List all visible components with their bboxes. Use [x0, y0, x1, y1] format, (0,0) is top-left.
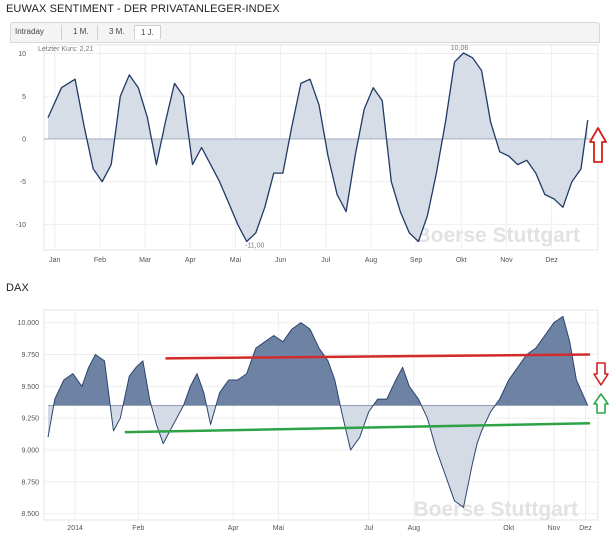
dax-x-tick-label: Feb [132, 525, 144, 532]
dax-line [47, 315, 589, 508]
sentiment-line [47, 52, 589, 243]
last-price-label: Letzter Kurs: 2,21 [38, 46, 93, 53]
tab-1j[interactable]: 1 J. [134, 25, 161, 39]
resistance-line [165, 353, 591, 360]
sentiment-x-tick-label: Nov [500, 257, 513, 264]
sentiment-y-tick-label: -10 [16, 222, 26, 229]
dax-x-tick-label: Nov [548, 525, 561, 532]
tab-intraday[interactable]: Intraday [15, 27, 44, 36]
dax-area-below [48, 405, 588, 508]
dax-area-above [53, 316, 588, 406]
sentiment-x-tick-label: Dez [545, 257, 558, 264]
dax-chart: 2014 Feb Apr Mai Jul Aug Okt Nov Dez 10.000 9.750 9… [18, 309, 599, 532]
sentiment-x-tick-label: Jan [49, 257, 60, 264]
sentiment-y-tick-label: 10 [18, 51, 26, 58]
sentiment-watermark: Boerse Stuttgart [415, 224, 580, 247]
dax-x-tick-label: Okt [503, 525, 514, 532]
sentiment-x-tick-label: Aug [365, 257, 378, 264]
sentiment-x-tick-label: Okt [456, 257, 467, 264]
dax-x-tick-label: Jul [364, 525, 373, 532]
sentiment-x-tick-label: Jul [321, 257, 330, 264]
dax-y-tick-label: 9.000 [21, 448, 39, 455]
min-value-label: -11,00 [245, 242, 264, 249]
dax-x-tick-label: Dez [579, 525, 592, 532]
tab-separator [97, 25, 98, 40]
dax-y-tick-label: 9.250 [21, 416, 39, 423]
dax-x-tick-label: Apr [228, 525, 240, 532]
sentiment-x-tick-label: Feb [94, 257, 106, 264]
tab-3m[interactable]: 3 M. [109, 27, 125, 36]
sentiment-x-tick-label: Mai [230, 257, 242, 264]
dax-y-tick-label: 8.500 [21, 511, 39, 518]
sentiment-y-tick-label: 0 [22, 136, 26, 143]
dax-y-tick-label: 9.500 [21, 384, 39, 391]
sentiment-x-tick-label: Sep [410, 257, 423, 264]
green-up-arrow-icon [593, 393, 609, 414]
sentiment-chart: Jan Feb Mar Apr Mai Jun Jul Aug Sep Okt Nov Dez 10 5 0… [16, 44, 599, 264]
sentiment-x-tick-label: Mar [139, 257, 152, 264]
dax-y-tick-label: 10.000 [18, 320, 40, 327]
red-down-arrow-icon [593, 362, 609, 386]
sentiment-x-tick-label: Jun [275, 257, 286, 264]
tab-separator [61, 25, 62, 40]
support-line [124, 422, 591, 434]
timeframe-tabs: Intraday 1 M. 3 M. 1 J. [10, 22, 600, 43]
dax-y-tick-label: 8.750 [21, 479, 39, 486]
sentiment-x-tick-label: Apr [185, 257, 197, 264]
sentiment-title: EUWAX SENTIMENT - DER PRIVATANLEGER-INDE… [6, 3, 280, 15]
dax-title: DAX [6, 282, 29, 294]
dax-x-tick-label: Aug [408, 525, 421, 532]
dax-y-tick-label: 9.750 [21, 352, 39, 359]
red-up-arrow-icon [589, 127, 607, 163]
dax-watermark: Boerse Stuttgart [413, 498, 578, 521]
sentiment-area [48, 53, 588, 242]
sentiment-y-tick-label: 5 [22, 94, 26, 101]
tab-1m[interactable]: 1 M. [73, 27, 89, 36]
dax-x-tick-label: 2014 [67, 525, 83, 532]
max-value-label: 10,06 [451, 45, 469, 52]
dax-plot-area [43, 309, 599, 521]
dax-x-tick-label: Mai [273, 525, 285, 532]
sentiment-y-tick-label: -5 [20, 179, 26, 186]
annotations-layer [589, 127, 609, 414]
